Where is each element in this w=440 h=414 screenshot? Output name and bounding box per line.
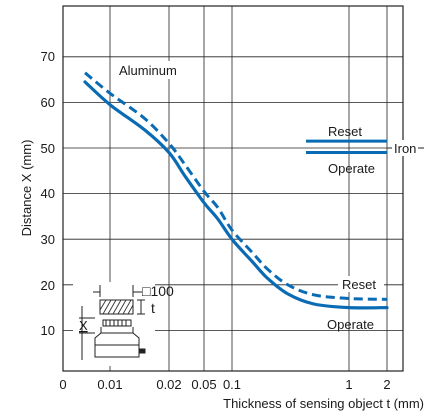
x-tick-label-0.01: 0.01 [97, 377, 122, 392]
x-tick-label-0.1: 0.1 [223, 377, 241, 392]
x-axis-title: Thickness of sensing object t (mm) [223, 396, 424, 411]
y-tick-label-40: 40 [41, 186, 55, 201]
aluminum-label-bg [115, 61, 187, 79]
series-line-reset [84, 71, 388, 301]
inset-size-label: □100 [142, 283, 174, 299]
iron-operate-label: Operate [328, 161, 375, 176]
aluminum-label: Aluminum [119, 63, 177, 78]
y-tick-label-70: 70 [41, 49, 55, 64]
plot-frame [62, 5, 404, 372]
iron-reset-label: Reset [328, 124, 362, 139]
sensing-setup-diagram: □100 t X [73, 282, 174, 366]
x-tick-label-0.02: 0.02 [156, 377, 181, 392]
iron-label: Iron [394, 141, 416, 156]
y-tick-label-50: 50 [41, 141, 55, 156]
x-tick-label-2: 2 [383, 377, 390, 392]
y-tick-label-20: 20 [41, 278, 55, 293]
y-tick-label-60: 60 [41, 95, 55, 110]
x-tick-labels: 0 0.01 0.02 0.05 0.1 1 2 [59, 377, 390, 392]
aluminum-reset-label: Reset [342, 277, 376, 292]
proximity-sensor-icon [94, 319, 146, 358]
inset-t-label: t [151, 300, 155, 316]
gridlines [63, 6, 403, 371]
aluminum-operate-label: Operate [327, 317, 374, 332]
annotations: Aluminum Reset Iron Operate Reset Operat… [115, 61, 418, 332]
y-tick-label-30: 30 [41, 232, 55, 247]
inset-x-label: X [79, 318, 88, 333]
aluminum-reset-label-bg [338, 276, 384, 292]
series-line-operate [83, 80, 389, 310]
y-tick-labels: 10 20 30 40 50 60 70 [41, 49, 55, 338]
iron-label-bg [392, 140, 418, 156]
x-tick-label-1: 1 [345, 377, 352, 392]
y-axis-title: Distance X (mm) [19, 140, 34, 237]
x-tick-label-0.05: 0.05 [191, 377, 216, 392]
x-tick-label-0: 0 [59, 377, 66, 392]
y-tick-label-10: 10 [41, 323, 55, 338]
